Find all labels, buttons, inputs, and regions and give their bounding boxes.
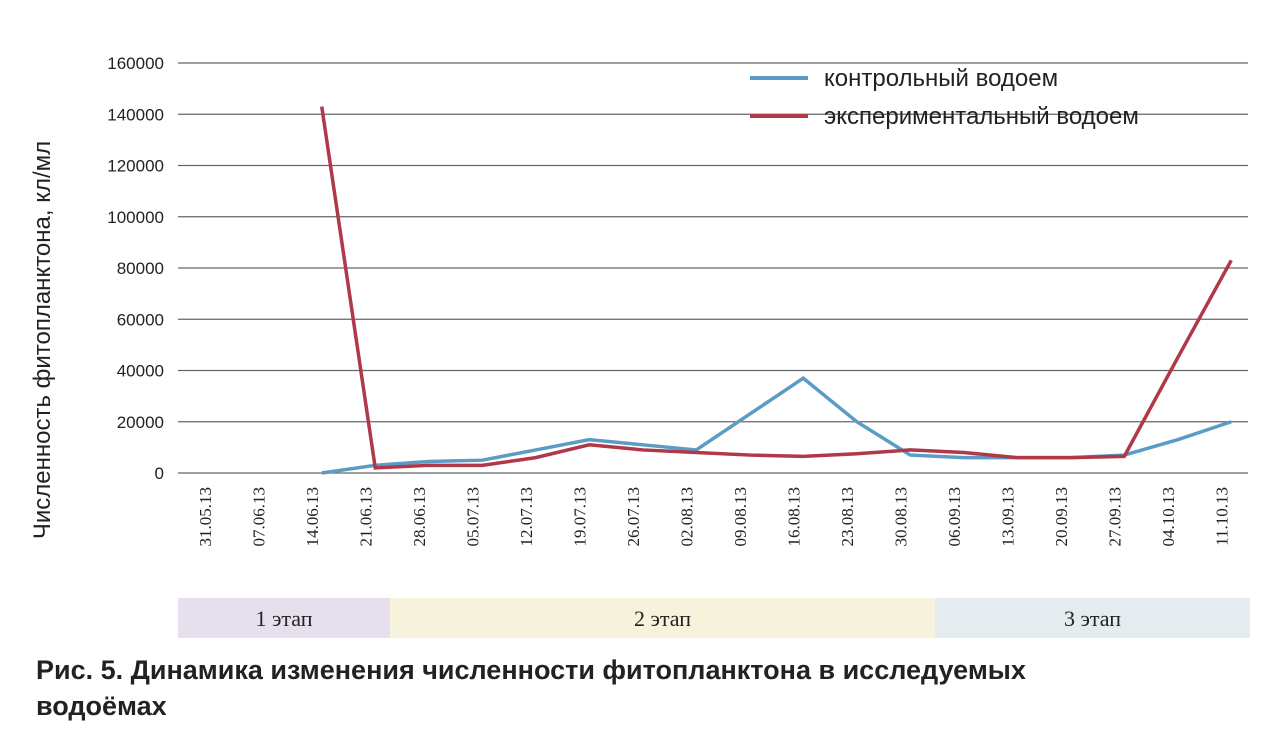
stage-label: 1 этап [255,606,312,631]
x-tick-label: 19.07.13 [570,487,589,547]
stage-band [390,598,935,638]
y-tick-label: 100000 [107,208,164,227]
y-tick-label: 140000 [107,105,164,124]
x-tick-label: 14.06.13 [303,487,322,547]
x-tick-label: 06.09.13 [945,487,964,547]
y-tick-label: 160000 [107,54,164,73]
y-tick-label: 20000 [117,413,164,432]
legend-label: контрольный водоем [824,65,1058,92]
x-tick-label: 20.09.13 [1052,487,1071,547]
x-tick-label: 05.07.13 [463,487,482,547]
stage-label: 2 этап [634,606,691,631]
caption: Рис. 5. Динамика изменения численности ф… [36,655,1026,721]
x-tick-label: 02.08.13 [677,487,696,547]
x-tick-label: 31.05.13 [196,487,215,547]
y-tick-label: 120000 [107,157,164,176]
series-line [320,106,1233,470]
y-axis-label: Численность фитопланктона, кл/мл [29,141,56,539]
x-tick-label: 16.08.13 [784,487,803,547]
x-tick-label: 21.06.13 [356,487,375,547]
x-tick-label: 23.08.13 [838,487,857,547]
x-tick-label: 04.10.13 [1159,487,1178,547]
x-tick-label: 27.09.13 [1105,487,1124,547]
x-tick-label: 28.06.13 [410,487,429,547]
stage-band [178,598,390,638]
stage-label: 3 этап [1064,606,1121,631]
x-tick-label: 30.08.13 [891,487,910,547]
y-tick-label: 0 [155,464,164,483]
x-tick-label: 11.10.13 [1212,487,1231,546]
stage-band [935,598,1250,638]
x-tick-label: 26.07.13 [624,487,643,547]
x-tick-label: 12.07.13 [517,487,536,547]
legend-label: экспериментальный водоем [824,103,1139,130]
chart: Численность фитопланктона, кл/мл 1 этап 2… [29,54,1250,638]
x-tick-label: 13.09.13 [998,487,1017,547]
x-tick-label: 09.08.13 [731,487,750,547]
y-tick-label: 80000 [117,259,164,278]
x-tick-label: 07.06.13 [249,487,268,547]
y-tick-label: 40000 [117,362,164,381]
y-tick-label: 60000 [117,310,164,329]
